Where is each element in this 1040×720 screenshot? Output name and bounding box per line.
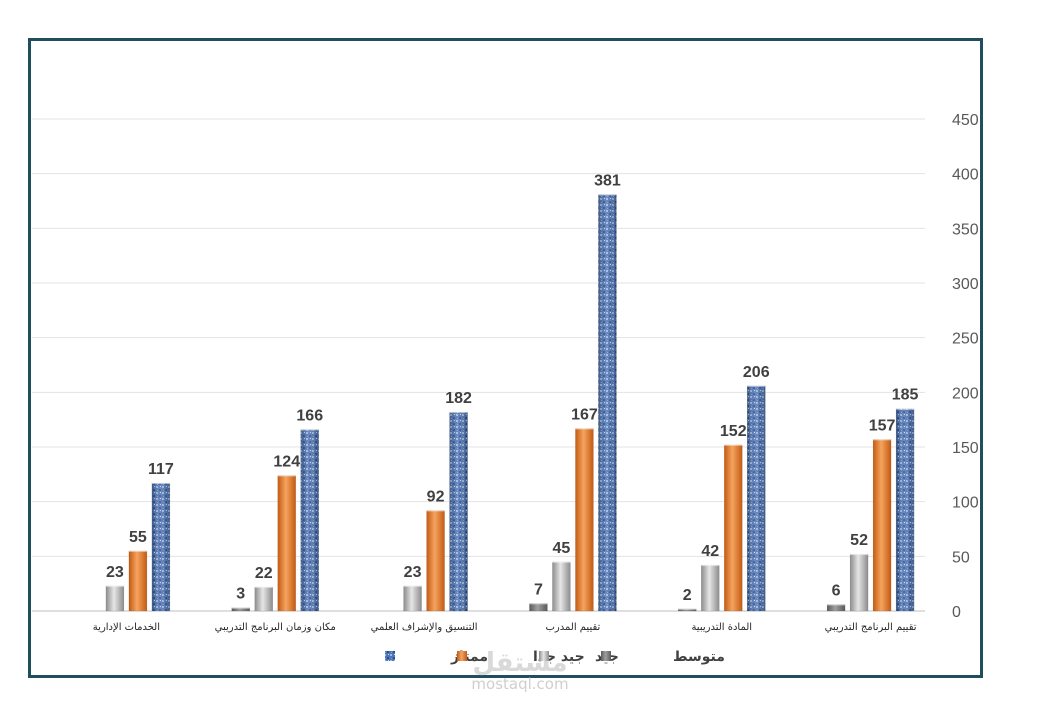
y-tick-label: 250: [952, 331, 979, 348]
category-label: مكان وزمان البرنامج التدريبي: [215, 622, 336, 633]
data-label: 3: [236, 586, 245, 603]
legend-label: متوسط: [673, 649, 725, 665]
bar-shade: [896, 408, 915, 611]
y-tick-label: 50: [952, 549, 970, 566]
bar: [403, 585, 422, 612]
bar-cap: [747, 383, 766, 387]
bar-shade: [151, 483, 170, 611]
data-label: 157: [869, 417, 896, 434]
bar: [575, 428, 594, 612]
data-label: 52: [850, 532, 868, 549]
legend-swatch: [457, 651, 467, 661]
category-label: الخدمات الإدارية: [93, 622, 160, 633]
bar: [105, 585, 125, 612]
bar-cap: [300, 427, 319, 431]
legend-swatch: [385, 651, 395, 661]
data-label: 2: [683, 587, 692, 604]
data-label: 167: [571, 406, 598, 423]
bar-cap: [575, 426, 594, 430]
y-tick-label: 200: [952, 385, 979, 402]
bar-cap: [598, 192, 617, 196]
watermark-arabic: مستقل: [472, 648, 568, 678]
watermark-latin: mostaql.com: [471, 675, 569, 693]
legend-swatch: [539, 651, 549, 661]
bar: [701, 564, 720, 612]
category-label: تقييم المدرب: [546, 622, 601, 633]
bar-cap: [529, 601, 548, 605]
bar: [552, 561, 571, 612]
data-label: 206: [743, 364, 770, 381]
bar-cap: [426, 508, 445, 512]
data-label: 381: [594, 172, 621, 189]
bar-cap: [105, 583, 124, 587]
legend-swatch: [601, 651, 611, 661]
bar-cap: [231, 605, 250, 609]
bar-shade: [449, 412, 468, 611]
bar: [277, 475, 296, 612]
y-tick-label: 350: [952, 221, 979, 238]
bar: [849, 553, 869, 612]
bar-cap: [128, 548, 147, 552]
bar-cap: [850, 552, 869, 556]
bar-cap: [151, 481, 170, 485]
bar-cap: [254, 584, 273, 588]
y-tick-label: 300: [952, 276, 979, 293]
bar: [724, 444, 743, 612]
data-label: 7: [534, 581, 543, 598]
bar: [872, 439, 892, 612]
bar: [128, 550, 148, 612]
y-tick-label: 400: [952, 167, 979, 184]
bar-cap: [277, 473, 296, 477]
data-label: 22: [255, 565, 273, 582]
bar-cap: [701, 563, 720, 567]
bar: [426, 510, 445, 612]
data-label: 152: [720, 423, 747, 440]
category-label: المادة التدريبية: [691, 622, 752, 633]
y-tick-label: 0: [952, 604, 961, 621]
y-tick-label: 150: [952, 440, 979, 457]
bar-cap: [827, 602, 846, 606]
bar-cap: [552, 559, 571, 563]
data-label: 92: [427, 488, 445, 505]
bar-cap: [449, 410, 468, 414]
bar-cap: [896, 406, 915, 410]
data-label: 45: [553, 540, 571, 557]
y-tick-label: 100: [952, 495, 979, 512]
data-label: 166: [296, 408, 323, 425]
data-label: 6: [832, 582, 841, 599]
category-label: التنسيق والإشراف العلمي: [371, 622, 478, 633]
bar-shade: [598, 194, 617, 611]
chart-frame: [28, 38, 983, 678]
bar-shade: [300, 429, 319, 611]
watermark: مستقل mostaql.com: [455, 650, 585, 692]
bar: [529, 603, 548, 612]
data-label: 124: [273, 453, 300, 470]
data-label: 55: [129, 529, 147, 546]
bar-cap: [724, 442, 743, 446]
y-tick-label: 450: [952, 112, 979, 129]
bar: [254, 586, 273, 612]
bar-cap: [678, 606, 697, 610]
category-label: تقييم البرنامج التدريبي: [825, 622, 917, 633]
bar-cap: [873, 437, 892, 441]
data-label: 117: [148, 461, 174, 478]
bar-cap: [403, 583, 422, 587]
data-label: 42: [701, 543, 719, 560]
data-label: 23: [106, 564, 124, 581]
data-label: 185: [892, 387, 919, 404]
data-label: 182: [445, 390, 472, 407]
data-label: 23: [404, 564, 422, 581]
bar-shade: [747, 385, 766, 611]
